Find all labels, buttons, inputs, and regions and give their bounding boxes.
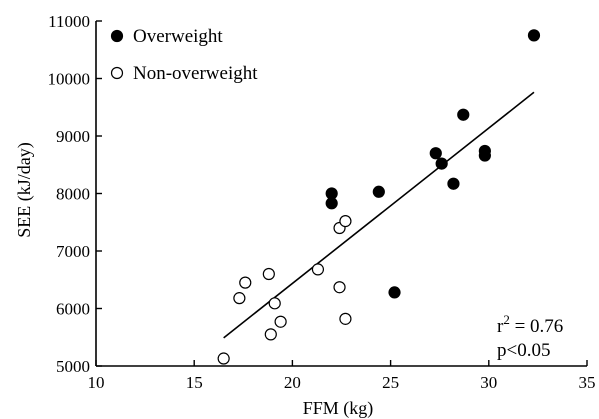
- r-squared-label: r2 = 0.76: [497, 312, 563, 337]
- point-overweight: [447, 177, 460, 190]
- point-non-overweight: [233, 292, 246, 305]
- legend-label-overweight: Overweight: [133, 26, 223, 47]
- x-tick-label: 15: [186, 373, 203, 392]
- point-non-overweight: [339, 215, 352, 228]
- legend-label-non-overweight: Non-overweight: [133, 63, 258, 84]
- legend-marker-non-overweight: [110, 66, 124, 80]
- point-overweight: [325, 197, 338, 210]
- y-tick-label: 8000: [56, 185, 90, 204]
- y-tick-label: 6000: [56, 300, 90, 319]
- y-tick-label: 5000: [56, 357, 90, 376]
- x-tick-label: 35: [579, 373, 596, 392]
- legend-marker-overweight: [110, 29, 124, 43]
- x-tick-label: 10: [88, 373, 105, 392]
- point-overweight: [372, 185, 385, 198]
- point-non-overweight: [217, 352, 230, 365]
- tick-marks: 5000 6000 7000 8000 9000 10000 11000 10 15 20 25 30…: [48, 12, 596, 392]
- point-overweight: [478, 149, 491, 162]
- x-tick-label: 20: [284, 373, 301, 392]
- p-value-label: p<0.05: [497, 340, 550, 361]
- trendline-layer: [223, 91, 535, 339]
- point-non-overweight: [339, 312, 352, 325]
- point-non-overweight: [239, 276, 252, 289]
- point-non-overweight: [268, 297, 281, 310]
- y-tick-label: 9000: [56, 127, 90, 146]
- x-tick-label: 25: [382, 373, 399, 392]
- point-overweight: [435, 157, 448, 170]
- point-overweight: [457, 108, 470, 121]
- point-non-overweight: [274, 315, 287, 328]
- y-axis-title: SEE (kJ/day): [14, 142, 35, 237]
- point-non-overweight: [264, 328, 277, 341]
- point-non-overweight: [333, 281, 346, 294]
- y-tick-label: 7000: [56, 242, 90, 261]
- point-overweight: [429, 147, 442, 160]
- x-axis-title: FFM (kg): [303, 398, 374, 419]
- point-non-overweight: [262, 267, 275, 281]
- point-non-overweight: [311, 263, 325, 276]
- y-tick-label: 10000: [48, 70, 91, 89]
- legend: Overweight Non-overweight: [110, 26, 258, 84]
- r-squared-exponent: 2: [503, 312, 510, 327]
- stats-annotation: r2 = 0.76 p<0.05: [497, 312, 563, 361]
- y-tick-label: 11000: [48, 12, 90, 31]
- trendline: [223, 91, 535, 339]
- x-tick-label: 30: [480, 373, 497, 392]
- data-points: [217, 29, 541, 365]
- point-overweight: [388, 286, 401, 299]
- point-overweight: [527, 29, 541, 42]
